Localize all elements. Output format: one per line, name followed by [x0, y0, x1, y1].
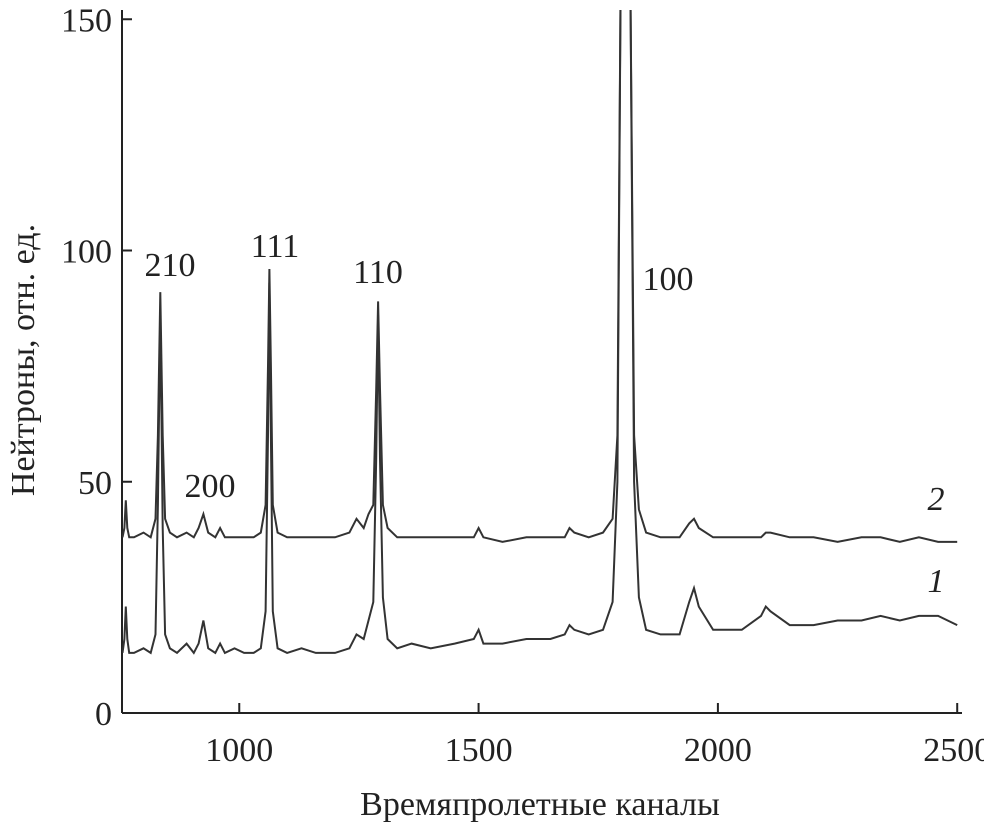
y-tick-label: 0	[95, 696, 112, 733]
y-axis-label: Нейтроны, отн. ед.	[5, 224, 42, 496]
peak-label: 210	[145, 247, 196, 284]
series-label: 1	[928, 563, 945, 600]
peak-label: 110	[353, 254, 403, 291]
x-tick-label: 2000	[684, 732, 752, 769]
peak-label: 200	[185, 468, 236, 505]
peak-label: 111	[251, 228, 299, 265]
y-tick-label: 150	[61, 2, 112, 39]
x-axis-label: Времяпролетные каналы	[360, 786, 720, 823]
x-tick-label: 1000	[205, 732, 273, 769]
x-tick-label: 1500	[445, 732, 513, 769]
data-line	[122, 10, 958, 543]
y-tick-label: 50	[78, 465, 112, 502]
plot-area	[122, 10, 958, 655]
y-tick-label: 100	[61, 234, 112, 271]
series-label: 2	[928, 481, 945, 518]
peak-label: 100	[643, 261, 694, 298]
data-line	[122, 10, 958, 655]
x-tick-label: 2500	[923, 732, 984, 769]
